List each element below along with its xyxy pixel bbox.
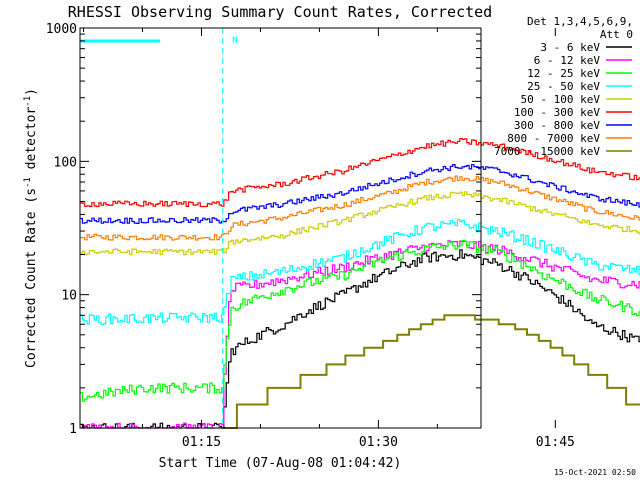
- y-axis-label-part: ): [24, 88, 39, 96]
- legend-label: 12 - 25 keV: [527, 67, 600, 80]
- legend-label: 6 - 12 keV: [534, 54, 601, 67]
- series-line: [80, 137, 640, 208]
- y-axis-label-superscript: -1: [23, 96, 33, 107]
- series-line: [80, 240, 640, 429]
- series-line: [80, 191, 640, 256]
- legend-label: 300 - 800 keV: [514, 119, 600, 132]
- x-axis-label: Start Time (07-Aug-08 01:04:42): [159, 456, 402, 471]
- timestamp: 15-Oct-2021 02:50: [554, 468, 636, 477]
- y-tick-label: 100: [54, 155, 77, 170]
- y-axis-label-part: Corrected Count Rate (s: [24, 188, 39, 368]
- x-tick-label: 01:30: [359, 435, 398, 450]
- legend-label: 100 - 300 keV: [514, 106, 600, 119]
- legend-header-line: Att 0: [600, 28, 633, 41]
- y-axis-label: Corrected Count Rate (s-1 detector-1): [23, 88, 39, 368]
- y-axis-label-part: detector: [24, 107, 39, 178]
- legend-label: 50 - 100 keV: [521, 93, 601, 106]
- y-tick-label: 10: [61, 289, 77, 304]
- legend-label: 3 - 6 keV: [540, 41, 600, 54]
- x-tick-label: 01:15: [182, 435, 221, 450]
- legend-label: 800 - 7000 keV: [507, 132, 600, 145]
- plot-frame: [79, 27, 482, 429]
- y-axis-label-superscript: -1: [23, 177, 33, 188]
- y-axis: 1 10 100 1000: [46, 22, 481, 437]
- y-tick-label: 1000: [46, 22, 77, 37]
- series-line: [80, 175, 640, 241]
- series-line: [80, 249, 640, 429]
- x-tick-label: 01:45: [536, 435, 575, 450]
- marker-layer: N: [80, 28, 238, 428]
- legend-header-line: Det 1,3,4,5,6,9,: [527, 15, 633, 28]
- night-label: N: [232, 36, 237, 46]
- series-line: [80, 164, 640, 224]
- legend-label: 25 - 50 keV: [527, 80, 600, 93]
- series-line: [80, 218, 640, 326]
- y-tick-label: 1: [69, 422, 77, 437]
- series-layer: [80, 137, 640, 429]
- series-line: [80, 239, 640, 402]
- chart-title: RHESSI Observing Summary Count Rates, Co…: [68, 3, 492, 21]
- series-line: [222, 314, 640, 429]
- legend-label: 7000 - 15000 keV: [494, 145, 600, 158]
